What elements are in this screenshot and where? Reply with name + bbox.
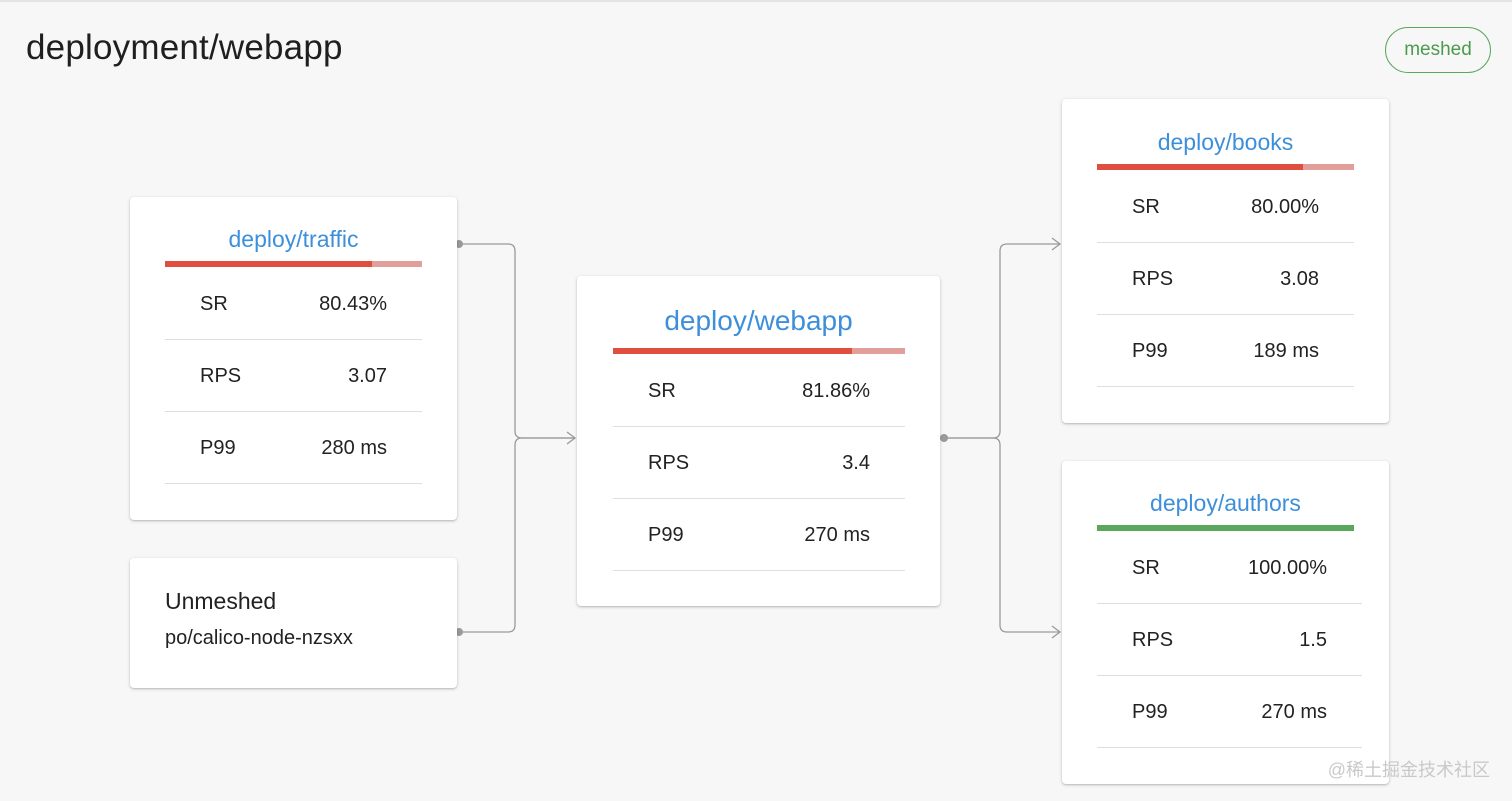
arrow-head-books [1051, 237, 1062, 251]
metric-row: SR 80.00% [1097, 171, 1354, 243]
metric-value: 1.5 [1299, 629, 1327, 651]
meshed-status-badge: meshed [1385, 27, 1491, 73]
metric-row: SR 80.43% [165, 268, 422, 340]
edge-webapp-to-books [944, 243, 1060, 439]
metric-value: 100.00% [1248, 557, 1327, 579]
metric-label: P99 [1132, 701, 1168, 723]
edge-dot-traffic [455, 240, 463, 248]
node-card-webapp: deploy/webapp SR 81.86% RPS 3.4 P99 270 … [577, 276, 940, 606]
metric-label: SR [1132, 196, 1160, 218]
metric-value: 270 ms [804, 524, 870, 546]
metric-label: SR [1132, 557, 1160, 579]
metric-row: P99 280 ms [165, 412, 422, 484]
metric-row: SR 81.86% [613, 355, 905, 427]
node-card-books: deploy/books SR 80.00% RPS 3.08 P99 189 … [1062, 99, 1389, 423]
node-card-authors: deploy/authors SR 100.00% RPS 1.5 P99 27… [1062, 461, 1389, 784]
page-title: deployment/webapp [26, 28, 343, 67]
success-rate-bar [613, 348, 905, 354]
edge-dot-unmeshed [455, 628, 463, 636]
metric-value: 3.4 [842, 452, 870, 474]
metric-value: 3.08 [1280, 268, 1319, 290]
metric-row: RPS 3.08 [1097, 243, 1354, 315]
arrow-head-webapp [566, 431, 577, 445]
metric-label: SR [200, 293, 228, 315]
watermark: @稀土掘金技术社区 [1327, 760, 1490, 780]
node-link-books[interactable]: deploy/books [1157, 129, 1294, 155]
metric-row: RPS 3.4 [613, 427, 905, 499]
metric-value: 3.07 [348, 365, 387, 387]
node-link-webapp[interactable]: deploy/webapp [664, 305, 853, 336]
metric-value: 280 ms [321, 437, 387, 459]
metric-label: P99 [1132, 340, 1168, 362]
metric-label: SR [648, 380, 676, 402]
unmeshed-pod-name: po/calico-node-nzsxx [165, 627, 353, 649]
metric-label: P99 [648, 524, 684, 546]
metric-row: P99 270 ms [613, 499, 905, 571]
edge-unmeshed-to-webapp [459, 437, 575, 633]
metric-label: RPS [648, 452, 690, 474]
metric-value: 189 ms [1253, 340, 1319, 362]
success-rate-bar [1097, 164, 1354, 170]
edge-dot-webapp [940, 434, 948, 442]
metric-label: P99 [200, 437, 236, 459]
metric-row: P99 189 ms [1097, 315, 1354, 387]
unmeshed-title: Unmeshed [165, 588, 277, 614]
node-card-unmeshed: Unmeshed po/calico-node-nzsxx [130, 558, 457, 688]
arrow-head-authors [1051, 625, 1062, 639]
node-link-authors[interactable]: deploy/authors [1150, 490, 1301, 516]
metric-value: 80.00% [1251, 196, 1319, 218]
edge-traffic-to-webapp [459, 243, 575, 439]
metric-value: 270 ms [1261, 701, 1327, 723]
metric-label: RPS [1132, 629, 1174, 651]
metric-label: RPS [1132, 268, 1174, 290]
metric-label: RPS [200, 365, 242, 387]
metric-value: 81.86% [802, 380, 870, 402]
node-card-traffic: deploy/traffic SR 80.43% RPS 3.07 P99 28… [130, 197, 457, 520]
node-link-traffic[interactable]: deploy/traffic [228, 226, 359, 252]
metric-row: P99 270 ms [1097, 676, 1362, 748]
metric-row: SR 100.00% [1097, 532, 1362, 604]
success-rate-bar [165, 261, 422, 267]
metric-row: RPS 3.07 [165, 340, 422, 412]
success-rate-bar [1097, 525, 1354, 531]
metric-value: 80.43% [319, 293, 387, 315]
top-border [0, 0, 1512, 2]
edge-webapp-to-authors [944, 437, 1060, 633]
metric-row: RPS 1.5 [1097, 604, 1362, 676]
